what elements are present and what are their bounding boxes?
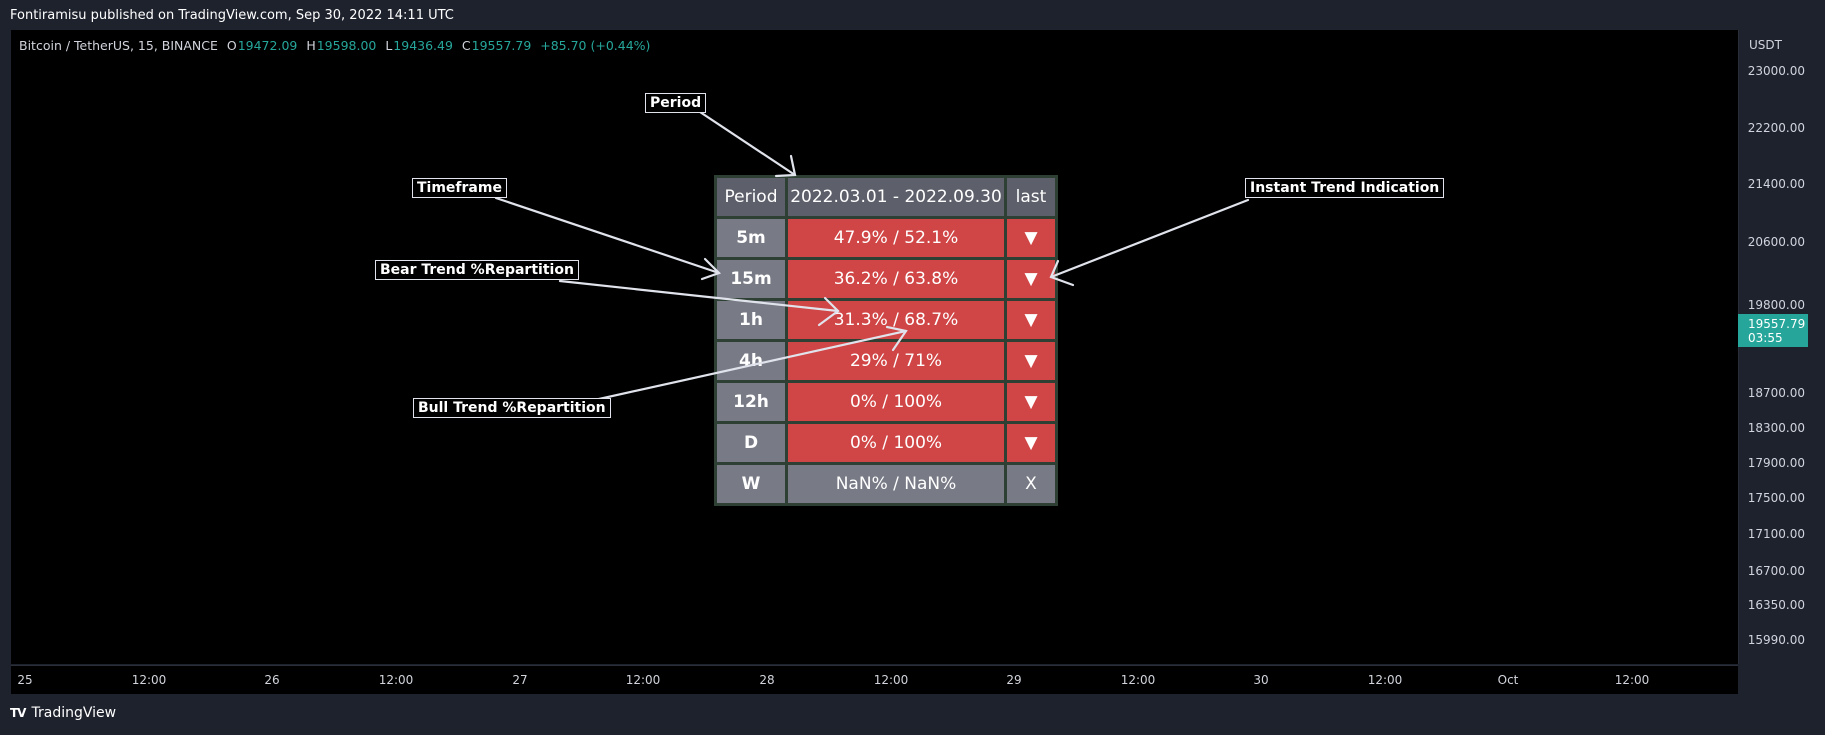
symbol-name[interactable]: Bitcoin / TetherUS, 15, BINANCE (19, 38, 218, 53)
bull-annotation: Bull Trend %Repartition (413, 398, 611, 418)
time-tick: 30 (1253, 673, 1269, 687)
low-value: 19436.49 (393, 38, 453, 53)
price-tick: 17100.00 (1747, 527, 1805, 541)
price-tick: 17900.00 (1747, 456, 1805, 470)
open-label: O (226, 38, 237, 53)
price-tick: 22200.00 (1747, 121, 1805, 135)
close-label: C (461, 38, 471, 53)
row-repartition: 0% / 100% (788, 424, 1004, 462)
table-row: D 0% / 100% ▼ (717, 424, 1055, 462)
current-price: 19557.79 (1748, 317, 1806, 331)
close-value: 19557.79 (471, 38, 532, 53)
header-last: last (1007, 178, 1055, 216)
row-repartition: 29% / 71% (788, 342, 1004, 380)
row-last-indicator: ▼ (1007, 424, 1055, 462)
high-value: 19598.00 (316, 38, 377, 53)
brand-name[interactable]: TradingView (31, 705, 117, 721)
price-tick: 19800.00 (1747, 298, 1805, 312)
time-tick: 12:00 (873, 673, 909, 687)
price-tick: 17500.00 (1747, 491, 1805, 505)
time-tick: Oct (1497, 673, 1519, 687)
row-last-indicator: ▼ (1007, 219, 1055, 257)
row-repartition: 47.9% / 52.1% (788, 219, 1004, 257)
time-tick: 29 (1006, 673, 1022, 687)
table-header-row: Period 2022.03.01 - 2022.09.30 last (717, 178, 1055, 216)
open-value: 19472.09 (237, 38, 298, 53)
row-timeframe: 15m (717, 260, 785, 298)
period-annotation: Period (645, 93, 707, 113)
timeframe-annotation: Timeframe (412, 178, 507, 198)
row-timeframe: D (717, 424, 785, 462)
instant-annotation: Instant Trend Indication (1245, 178, 1445, 198)
bear-annotation: Bear Trend %Repartition (375, 260, 579, 280)
row-last-indicator: ▼ (1007, 301, 1055, 339)
time-tick: 12:00 (378, 673, 414, 687)
symbol-legend: Bitcoin / TetherUS, 15, BINANCE O19472.0… (19, 38, 651, 53)
row-timeframe: 1h (717, 301, 785, 339)
high-label: H (306, 38, 316, 53)
time-tick: 12:00 (1614, 673, 1650, 687)
row-last-indicator: ▼ (1007, 342, 1055, 380)
table-row: 12h 0% / 100% ▼ (717, 383, 1055, 421)
row-timeframe: 4h (717, 342, 785, 380)
row-repartition: 36.2% / 63.8% (788, 260, 1004, 298)
table-row: 15m 36.2% / 63.8% ▼ (717, 260, 1055, 298)
time-tick: 12:00 (1120, 673, 1156, 687)
time-tick: 27 (512, 673, 528, 687)
price-tick: 16350.00 (1747, 598, 1805, 612)
time-tick: 12:00 (1367, 673, 1403, 687)
trend-table: Period 2022.03.01 - 2022.09.30 last 5m 4… (714, 175, 1058, 506)
current-price-tag: 19557.79 03:55 (1738, 314, 1808, 347)
row-repartition: 31.3% / 68.7% (788, 301, 1004, 339)
row-last-indicator: ▼ (1007, 260, 1055, 298)
bar-countdown: 03:55 (1748, 331, 1783, 345)
table-row: 1h 31.3% / 68.7% ▼ (717, 301, 1055, 339)
table-row: 4h 29% / 71% ▼ (717, 342, 1055, 380)
time-tick: 26 (264, 673, 280, 687)
change-value: +85.70 (+0.44%) (540, 38, 651, 53)
price-tick: 18700.00 (1747, 386, 1805, 400)
row-timeframe: W (717, 465, 785, 503)
price-tick: 18300.00 (1747, 421, 1805, 435)
price-unit: USDT (1749, 38, 1782, 52)
price-axis[interactable]: USDT 23000.00 22200.00 21400.00 20600.00… (1738, 30, 1813, 664)
price-tick: 23000.00 (1747, 64, 1805, 78)
row-timeframe: 5m (717, 219, 785, 257)
price-tick: 20600.00 (1747, 235, 1805, 249)
row-timeframe: 12h (717, 383, 785, 421)
row-repartition: 0% / 100% (788, 383, 1004, 421)
row-repartition: NaN% / NaN% (788, 465, 1004, 503)
footer: TV TradingView (10, 705, 116, 721)
time-axis[interactable]: 25 12:00 26 12:00 27 12:00 28 12:00 29 1… (11, 665, 1738, 694)
time-tick: 12:00 (131, 673, 167, 687)
tradingview-logo-icon[interactable]: TV (10, 706, 27, 720)
price-tick: 21400.00 (1747, 177, 1805, 191)
row-last-indicator: ▼ (1007, 383, 1055, 421)
price-tick: 16700.00 (1747, 564, 1805, 578)
top-bar: Fontiramisu published on TradingView.com… (0, 0, 1825, 30)
header-date-range: 2022.03.01 - 2022.09.30 (788, 178, 1004, 216)
time-tick: 12:00 (625, 673, 661, 687)
time-tick: 25 (17, 673, 33, 687)
publish-info: Fontiramisu published on TradingView.com… (10, 8, 454, 23)
low-label: L (385, 38, 393, 53)
row-last-indicator: X (1007, 465, 1055, 503)
price-tick: 15990.00 (1747, 633, 1805, 647)
header-period: Period (717, 178, 785, 216)
table-row: 5m 47.9% / 52.1% ▼ (717, 219, 1055, 257)
table-row: W NaN% / NaN% X (717, 465, 1055, 503)
time-tick: 28 (759, 673, 775, 687)
